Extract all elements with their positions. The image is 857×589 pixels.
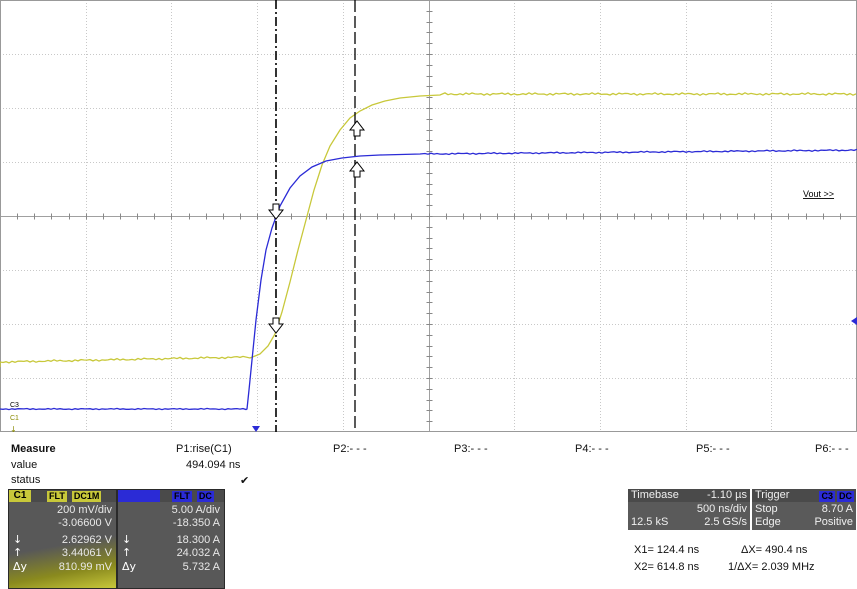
- timebase-label: Timebase: [631, 489, 679, 501]
- c1-delta-label: Δy: [13, 560, 28, 573]
- timebase-samples: 12.5 kS: [631, 516, 669, 528]
- trigger-source-badge: C3: [819, 491, 835, 502]
- c3-down-cursor-icon: ↓: [122, 533, 132, 546]
- c1-up-cursor-icon: ↑: [13, 546, 23, 559]
- param-p1-name[interactable]: P1:rise(C1): [176, 443, 232, 455]
- trigger-slope: Positive: [814, 516, 853, 528]
- status-row-label: status: [11, 474, 41, 486]
- c3-delta-label: Δy: [122, 560, 137, 573]
- c3-coupling-badge: DC: [196, 491, 214, 502]
- c1-channel-descriptor[interactable]: C1 FLT DC1M 200 mV/div -3.06600 V ↓ 2.62…: [8, 489, 117, 589]
- timebase-descriptor[interactable]: Timebase -1.10 µs 500 ns/div 12.5 kS 2.5…: [628, 489, 750, 530]
- c1-ground-marker: C1: [10, 415, 19, 422]
- graticule: [0, 0, 857, 432]
- c3-channel-label: [118, 490, 160, 502]
- measure-header: Measure: [11, 443, 56, 455]
- check-icon: ✔: [240, 474, 250, 487]
- c3-waveform-trace: [0, 148, 857, 411]
- c1-waveform-trace: [0, 91, 857, 367]
- trace-label[interactable]: Vout >>: [803, 189, 834, 199]
- c3-filter-badge: FLT: [172, 491, 192, 502]
- c1-filter-badge: FLT: [47, 491, 67, 502]
- c3-scale: 5.00 A/div: [171, 504, 220, 516]
- param-p4-name[interactable]: P4:- - -: [575, 443, 609, 455]
- c3-up-cursor-icon: ↑: [122, 546, 132, 559]
- cursor-up-arrow-icon: [348, 161, 366, 178]
- c1-offset: -3.06600 V: [58, 517, 112, 529]
- c3-offset: -18.350 A: [172, 517, 220, 529]
- c1-down-cursor-icon: ↓: [13, 533, 23, 546]
- trigger-level: 8.70 A: [821, 503, 853, 515]
- c3-delta-value: 5.732 A: [182, 561, 220, 573]
- c3-cursor1-value: 18.300 A: [176, 534, 220, 546]
- c1-delta-value: 810.99 mV: [58, 561, 112, 573]
- cursor-x2-readout: X2= 614.8 ns: [634, 561, 700, 573]
- timebase-delay: -1.10 µs: [707, 489, 747, 501]
- c3-channel-descriptor[interactable]: FLT DC 5.00 A/div -18.350 A ↓ 18.300 A ↑…: [117, 489, 225, 589]
- c1-cursor1-value: 2.62962 V: [61, 534, 112, 546]
- cursor-down-arrow-icon: [267, 317, 285, 334]
- trigger-descriptor[interactable]: Trigger C3 DC Stop 8.70 A Edge Positive: [752, 489, 856, 530]
- trigger-coupling-badge: DC: [837, 491, 854, 502]
- cursor-up-arrow-icon: [348, 120, 366, 137]
- waveform-display[interactable]: Vout >> C3 C1 ↓: [0, 0, 857, 432]
- trigger-type: Edge: [755, 516, 781, 528]
- trigger-position-marker-icon: [252, 426, 260, 432]
- cursor-down-arrow-icon: [267, 203, 285, 220]
- c1-channel-label: C1: [9, 490, 31, 502]
- c3-ground-marker: C3: [10, 402, 19, 409]
- c1-coupling-badge: DC1M: [71, 491, 102, 502]
- param-p2-name[interactable]: P2:- - -: [333, 443, 367, 455]
- param-p1-value: 494.094 ns: [186, 459, 241, 471]
- trigger-level-marker-icon: [851, 317, 857, 325]
- timebase-per-div: 500 ns/div: [696, 503, 747, 515]
- c1-scale: 200 mV/div: [56, 504, 112, 516]
- cursor-inv-dx-readout: 1/ΔX= 2.039 MHz: [728, 561, 815, 573]
- value-row-label: value: [11, 459, 38, 471]
- trigger-mode: Stop: [755, 503, 778, 515]
- trigger-label: Trigger: [755, 489, 790, 501]
- c3-cursor2-value: 24.032 A: [176, 547, 220, 559]
- param-p3-name[interactable]: P3:- - -: [454, 443, 488, 455]
- timebase-sample-rate: 2.5 GS/s: [704, 516, 747, 528]
- param-p6-name[interactable]: P6:- - -: [815, 443, 849, 455]
- ground-arrow-icon: ↓: [10, 425, 17, 432]
- c1-cursor2-value: 3.44061 V: [61, 547, 112, 559]
- cursor-x1-readout: X1= 124.4 ns: [634, 544, 700, 556]
- param-p5-name[interactable]: P5:- - -: [696, 443, 730, 455]
- cursor-dx-readout: ΔX= 490.4 ns: [741, 544, 808, 556]
